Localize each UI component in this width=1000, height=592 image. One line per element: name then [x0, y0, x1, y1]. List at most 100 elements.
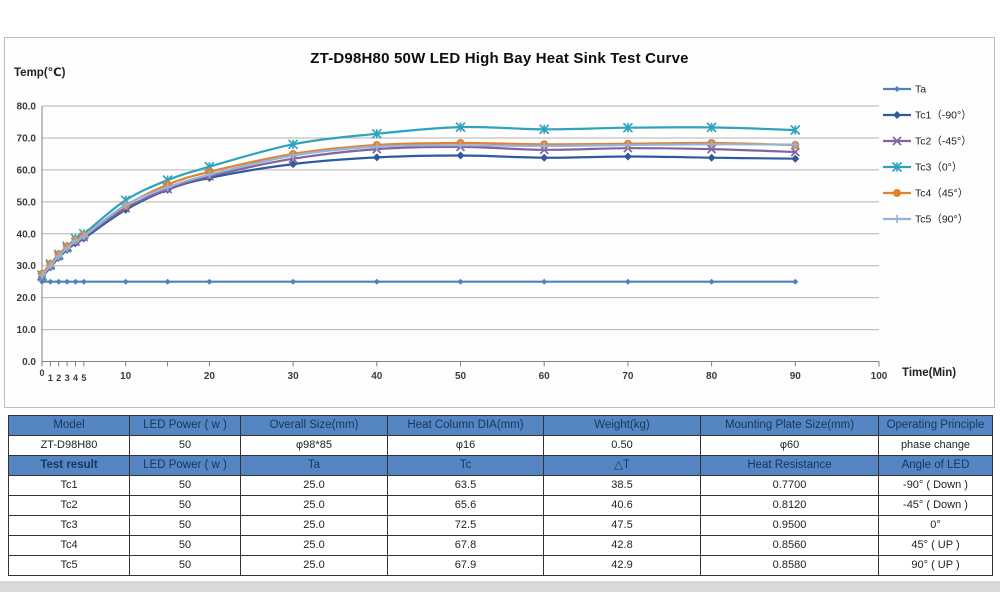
chart-panel: ZT-D98H80 50W LED High Bay Heat Sink Tes…	[4, 37, 995, 408]
table-row: Tc1 50 25.0 63.5 38.5 0.7700 -90° ( Down )	[8, 475, 993, 496]
svg-text:80.0: 80.0	[17, 102, 37, 113]
svg-text:Tc3（0°）: Tc3（0°）	[915, 162, 962, 174]
svg-text:2: 2	[56, 373, 61, 383]
table-header-cell: LED Power ( w )	[129, 415, 241, 436]
table-cell: 0.8560	[700, 535, 879, 556]
svg-text:90: 90	[790, 371, 802, 382]
svg-text:50: 50	[455, 371, 467, 382]
table-header-row: Model LED Power ( w ) Overall Size(mm) Heat…	[8, 415, 993, 436]
svg-text:0.0: 0.0	[22, 357, 36, 368]
table-cell: 42.9	[543, 555, 701, 576]
svg-text:70: 70	[622, 371, 634, 382]
table-cell: 90° ( UP )	[878, 555, 993, 576]
svg-text:0: 0	[39, 368, 44, 378]
svg-text:60.0: 60.0	[17, 165, 37, 176]
table-cell: 63.5	[387, 475, 544, 496]
table-cell: 50	[129, 475, 241, 496]
svg-text:4: 4	[73, 373, 78, 383]
table-cell: φ98*85	[240, 435, 388, 456]
table-cell: 67.8	[387, 535, 544, 556]
table-cell: 50	[129, 435, 241, 456]
table-cell: phase change	[878, 435, 993, 456]
table-header-cell: △T	[543, 455, 701, 476]
svg-text:30: 30	[288, 371, 300, 382]
table-cell: 47.5	[543, 515, 701, 536]
legend-item: Tc5（90°）	[883, 214, 968, 226]
table-cell: 25.0	[240, 535, 388, 556]
table-header-cell: Heat Column DIA(mm)	[387, 415, 544, 436]
table-cell: 0°	[878, 515, 993, 536]
table-header-cell: Operating Principle	[878, 415, 993, 436]
table-header-cell: Overall Size(mm)	[240, 415, 388, 436]
table-cell: -45° ( Down )	[878, 495, 993, 516]
svg-text:40.0: 40.0	[17, 229, 37, 240]
svg-text:20: 20	[204, 371, 216, 382]
y-axis-tick-labels: 0.0 10.0 20.0 30.0 40.0 50.0 60.0 70.0 80.0	[17, 102, 37, 369]
table-cell: 25.0	[240, 515, 388, 536]
table-cell: 0.50	[543, 435, 701, 456]
table-header-cell: Model	[8, 415, 130, 436]
table-cell: 50	[129, 555, 241, 576]
table-cell: φ16	[387, 435, 544, 456]
table-cell: 40.6	[543, 495, 701, 516]
svg-text:1: 1	[48, 373, 53, 383]
svg-text:Tc2（-45°）: Tc2（-45°）	[915, 136, 972, 148]
table-cell: 0.9500	[700, 515, 879, 536]
series-Ta	[39, 278, 799, 285]
y-axis-title: Temp(℃)	[14, 67, 66, 79]
svg-text:30.0: 30.0	[17, 261, 37, 272]
svg-text:100: 100	[871, 371, 888, 382]
svg-text:20.0: 20.0	[17, 293, 37, 304]
table-cell: 0.8580	[700, 555, 879, 576]
chart-legend: Ta Tc1（-90°） Tc2（-45°） Tc3（0°） Tc4（45°） Tc5（9…	[883, 84, 972, 226]
table-header-row: Test result LED Power ( w ) Ta Tc △T Heat Res…	[8, 455, 993, 476]
table-cell: 25.0	[240, 555, 388, 576]
table-header-cell: Mounting Plate Size(mm)	[700, 415, 879, 436]
spec-results-table: Model LED Power ( w ) Overall Size(mm) Heat…	[8, 415, 993, 576]
svg-text:60: 60	[539, 371, 551, 382]
table-cell: Tc3	[8, 515, 130, 536]
table-cell: 0.8120	[700, 495, 879, 516]
table-cell: 72.5	[387, 515, 544, 536]
svg-text:5: 5	[81, 373, 86, 383]
svg-text:Tc4（45°）: Tc4（45°）	[915, 188, 968, 200]
svg-text:80: 80	[706, 371, 718, 382]
table-cell: Tc4	[8, 535, 130, 556]
legend-item: Tc2（-45°）	[883, 136, 972, 148]
svg-text:Tc1（-90°）: Tc1（-90°）	[915, 110, 972, 122]
svg-text:10: 10	[120, 371, 132, 382]
table-cell: 38.5	[543, 475, 701, 496]
table-cell: 67.9	[387, 555, 544, 576]
table-cell: Tc1	[8, 475, 130, 496]
legend-item: Tc3（0°）	[883, 162, 962, 174]
bottom-strip	[0, 581, 1000, 592]
legend-item: Tc4（45°）	[883, 188, 968, 200]
table-header-cell: Tc	[387, 455, 544, 476]
chart-title: ZT-D98H80 50W LED High Bay Heat Sink Tes…	[310, 50, 689, 67]
x-axis-title: Time(Min)	[902, 367, 957, 379]
table-cell: Tc2	[8, 495, 130, 516]
table-cell: 25.0	[240, 495, 388, 516]
table-cell: 45° ( UP )	[878, 535, 993, 556]
table-header-cell: Test result	[8, 455, 130, 476]
table-row: Tc2 50 25.0 65.6 40.6 0.8120 -45° ( Down )	[8, 495, 993, 516]
table-row: ZT-D98H80 50 φ98*85 φ16 0.50 φ60 phase change	[8, 435, 993, 456]
table-header-cell: Angle of LED	[878, 455, 993, 476]
table-cell: 0.7700	[700, 475, 879, 496]
series-Tc445	[38, 139, 800, 278]
svg-text:40: 40	[371, 371, 383, 382]
legend-item: Tc1（-90°）	[883, 110, 972, 122]
table-header-cell: LED Power ( w )	[129, 455, 241, 476]
table-cell: φ60	[700, 435, 879, 456]
table-cell: 50	[129, 535, 241, 556]
table-row: Tc5 50 25.0 67.9 42.9 0.8580 90° ( UP )	[8, 555, 993, 576]
svg-text:Tc5（90°）: Tc5（90°）	[915, 214, 968, 226]
table-header-cell: Ta	[240, 455, 388, 476]
table-cell: 50	[129, 495, 241, 516]
table-row: Tc3 50 25.0 72.5 47.5 0.9500 0°	[8, 515, 993, 536]
table-cell: 65.6	[387, 495, 544, 516]
table-header-cell: Weight(kg)	[543, 415, 701, 436]
series-Tc245	[37, 142, 800, 282]
series-Tc190	[38, 151, 800, 281]
